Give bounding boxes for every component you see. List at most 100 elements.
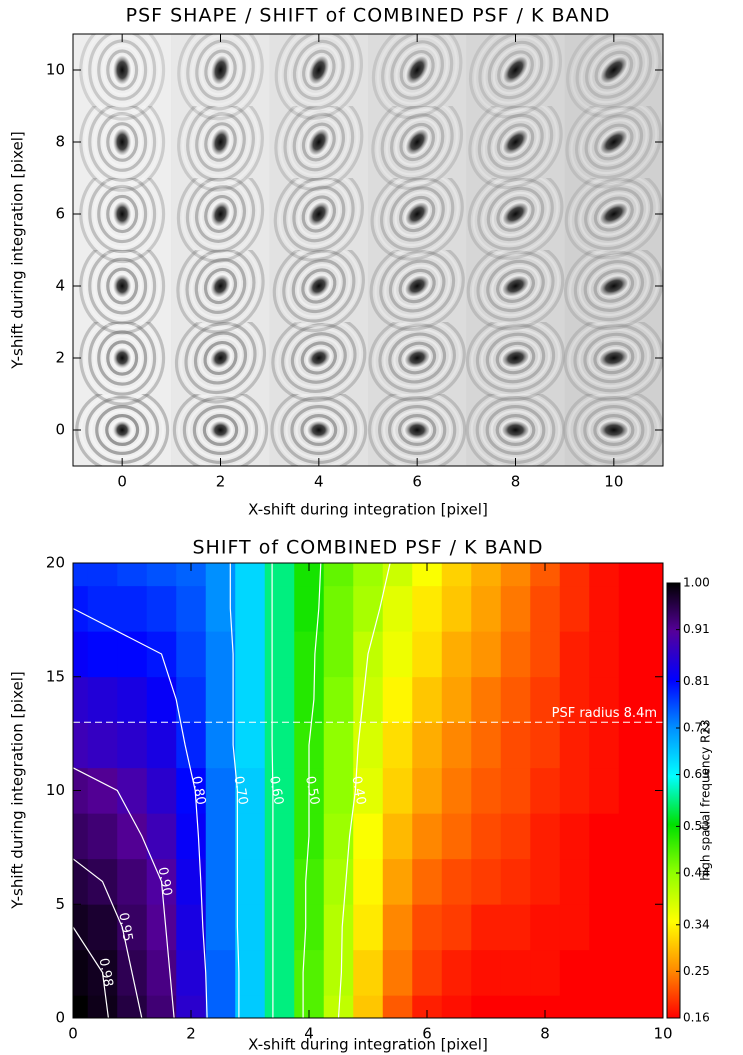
psf-ring [482,109,549,175]
plot-frame [72,33,664,467]
heatmap-cell [412,585,443,632]
psf-ring [388,405,447,456]
psf-image [171,92,270,192]
psf-ring [384,255,451,317]
psf-core [404,348,430,368]
psf-ring [375,172,459,256]
heatmap-cell [117,995,148,1018]
psf-ring [571,34,657,113]
heatmap-cell [294,949,325,996]
psf-ring [102,262,143,310]
psf-ring [389,186,445,242]
heatmap-cell [618,585,649,632]
heatmap-cell [87,813,118,860]
psf-ring [369,240,465,332]
y-axis-label: Y-shift during integration [pixel] [9,131,27,369]
psf-ring [290,405,348,456]
psf-ring [177,34,264,121]
psf-ring [584,114,644,170]
psf-ring [388,259,446,313]
heatmap-cell [589,767,620,814]
heatmap-cell [146,676,177,723]
heatmap-cell [294,631,325,678]
psf-image [563,314,663,402]
psf-ring [190,253,251,319]
psf-ring [584,187,644,241]
psf-image [269,239,368,333]
psf-ring [579,182,649,246]
psf-ring [93,107,152,177]
heatmap-cell [589,676,620,723]
psf-image [466,34,565,119]
psf-ring [297,190,341,238]
heatmap-cell [353,904,384,951]
heatmap-cell [382,995,413,1018]
contour-label: 0.50 [302,775,322,806]
psf-ring [297,44,340,96]
psf-ring [195,112,246,172]
psf-ring [471,246,560,326]
heatmap-cell [412,995,443,1018]
psf-ring [111,199,134,229]
heatmap-cell [530,563,561,587]
psf-ring [593,414,635,447]
psf-ring [473,99,558,185]
heatmap-cell [205,676,236,723]
heatmap-cell [87,631,118,678]
psf-ring [102,189,143,239]
psf-core [405,202,429,226]
psf-core [211,55,230,85]
psf-ring [384,181,450,247]
psf-ring [297,117,340,167]
heatmap-cell [382,904,413,951]
psf-ring [292,39,345,101]
heatmap-cell [323,722,354,769]
psf-ring [403,346,432,370]
psf-ring [208,345,233,371]
heatmap-cell [382,813,413,860]
psf-ring [379,250,456,322]
heatmap-cell [235,563,266,587]
psf-ring [467,168,564,260]
psf-ring [200,190,241,238]
heatmap-cell [73,585,89,632]
psf-ring [371,34,463,120]
psf-core [307,421,331,439]
heatmap-cell [235,858,266,905]
colorbar-tick-label: 0.44 [683,866,710,880]
psf-core [113,55,132,85]
psf-ring [588,337,640,379]
psf-ring [93,179,152,249]
heatmap-cell [648,995,663,1018]
psf-ring [491,264,540,308]
psf-ring [398,268,436,304]
heatmap-cell [235,676,266,723]
psf-ring [199,263,242,309]
heatmap-cell [205,767,236,814]
heatmap-cell [176,904,207,951]
contour-label: 0.90 [155,866,175,897]
heatmap-cell [146,722,177,769]
psf-ring [203,340,238,376]
psf-ring [97,257,148,315]
psf-ring [578,255,649,317]
psf-ring [490,337,541,379]
heatmap-cell [382,563,413,587]
y-tick-label: 10 [46,781,65,799]
psf-ring [565,95,663,189]
heatmap-cell [87,585,118,632]
psf-ring [575,34,653,109]
heatmap-cell [441,563,472,587]
psf-ring [376,34,458,115]
heatmap-cell [205,722,236,769]
psf-ring [398,341,437,375]
psf-ring [378,323,456,393]
psf-core [113,201,132,227]
heatmap-cell [73,563,89,587]
heatmap-cell [117,858,148,905]
heatmap-cell [500,858,531,905]
colorbar-tick-label: 0.53 [683,819,710,833]
heatmap-cell [530,995,561,1018]
heatmap-cell [500,722,531,769]
heatmap-cell [117,585,148,632]
